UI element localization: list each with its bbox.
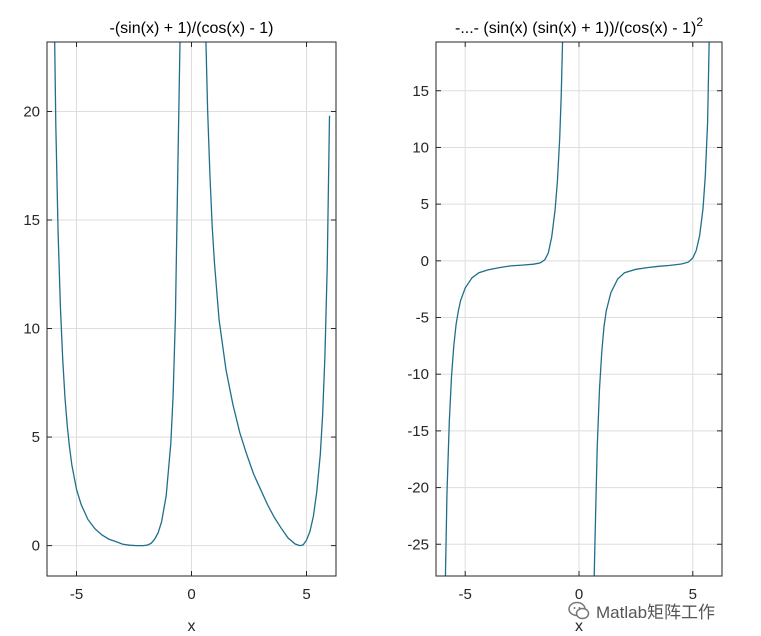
right-series-line-0 [444,42,564,576]
right-ytick-label-6: 5 [421,196,429,213]
right-xtick-label-0: -5 [459,586,472,603]
left-x-axis-label: x [188,618,196,635]
right-grid [436,42,722,576]
left-ytick-label-4: 20 [23,103,40,120]
left-ticks: -5 0 5 0 5 10 15 20 [23,42,336,603]
right-x-axis-label: x [575,618,583,635]
watermark: Matlab矩阵工作 [568,598,715,623]
right-title: -...- (sin(x) (sin(x) + 1))/(cos(x) - 1)… [455,15,703,37]
right-ytick-label-0: -25 [407,536,429,553]
right-ytick-label-3: -10 [407,366,429,383]
right-ytick-label-2: -15 [407,423,429,440]
right-xtick-label-2: 5 [689,586,697,603]
watermark-text: Matlab矩阵工作 [596,603,716,622]
left-xtick-label-0: -5 [70,586,83,603]
right-series-line-1 [593,42,710,576]
left-ytick-label-3: 15 [23,212,40,229]
right-ticks: -5 0 5 -25 -20 -15 -10 -5 0 5 10 15 [407,42,722,603]
right-subplot: -5 0 5 -25 -20 -15 -10 -5 0 5 10 15 -...- (sin(x) (… [407,15,723,635]
right-xtick-label-1: 0 [575,586,583,603]
wechat-icon [568,601,590,619]
left-ytick-label-1: 5 [32,429,40,446]
right-ytick-label-8: 15 [412,83,429,100]
left-grid [47,42,336,576]
left-xtick-label-1: 0 [187,586,195,603]
right-ytick-label-7: 10 [412,139,429,156]
left-title: -(sin(x) + 1)/(cos(x) - 1) [110,20,274,37]
right-ytick-label-4: -5 [416,310,429,327]
left-line-layer [54,42,331,547]
left-series-line-0 [54,42,331,547]
left-ytick-label-0: 0 [32,538,40,555]
right-line-layer [444,42,710,576]
right-ytick-label-1: -20 [407,480,429,497]
left-ytick-label-2: 10 [23,321,40,338]
right-ytick-label-5: 0 [421,253,429,270]
left-xtick-label-2: 5 [302,586,310,603]
